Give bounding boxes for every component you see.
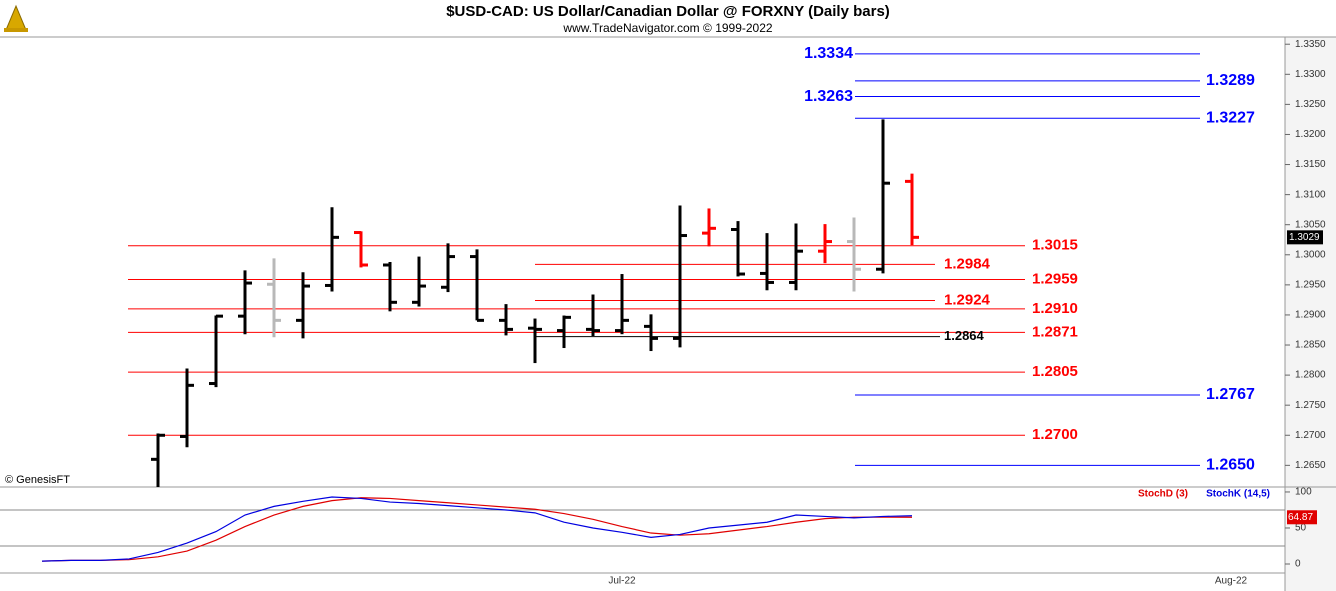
level-label: 1.2864 bbox=[944, 328, 985, 343]
last-value-label: 64.87 bbox=[1288, 512, 1313, 523]
watermark: © GenesisFT bbox=[5, 474, 70, 486]
level-label: 1.3334 bbox=[804, 45, 853, 62]
legend-entry: StochK (14,5) bbox=[1206, 489, 1270, 500]
y-tick-label: 1.3000 bbox=[1295, 249, 1326, 260]
y-tick-label: 1.3300 bbox=[1295, 69, 1326, 80]
y-tick-label: 1.3150 bbox=[1295, 159, 1326, 170]
y-tick-label: 1.3200 bbox=[1295, 129, 1326, 140]
level-label: 1.2700 bbox=[1032, 426, 1078, 443]
chart-subtitle: www.TradeNavigator.com © 1999-2022 bbox=[562, 21, 772, 35]
level-label: 1.3263 bbox=[804, 88, 853, 105]
level-label: 1.3015 bbox=[1032, 237, 1078, 254]
x-tick-label: Jul-22 bbox=[608, 576, 636, 587]
chart-title: $USD-CAD: US Dollar/Canadian Dollar @ FO… bbox=[446, 3, 890, 20]
legend-entry: StochD (3) bbox=[1138, 489, 1188, 500]
price-plot bbox=[128, 53, 1200, 487]
level-label: 1.2767 bbox=[1206, 386, 1255, 403]
y-tick-label: 0 bbox=[1295, 559, 1301, 570]
level-label: 1.3289 bbox=[1206, 72, 1255, 89]
last-price-box bbox=[1287, 230, 1323, 245]
y-tick-label: 50 bbox=[1295, 523, 1307, 534]
y-tick-label: 1.2900 bbox=[1295, 310, 1326, 321]
level-label: 1.3227 bbox=[1206, 109, 1255, 126]
y-tick-label: 1.3350 bbox=[1295, 39, 1326, 50]
stoch-line bbox=[41, 497, 913, 562]
y-tick-label: 1.3050 bbox=[1295, 219, 1326, 230]
y-tick-label: 1.2750 bbox=[1295, 400, 1326, 411]
stoch-plot bbox=[0, 496, 1285, 562]
y-tick-label: 1.2850 bbox=[1295, 340, 1326, 351]
axis-panel bbox=[1285, 37, 1336, 591]
y-tick-label: 1.3100 bbox=[1295, 189, 1326, 200]
level-label: 1.2871 bbox=[1032, 323, 1078, 340]
last-value-box bbox=[1287, 510, 1317, 525]
last-price-label: 1.3029 bbox=[1289, 232, 1320, 243]
y-tick-label: 100 bbox=[1295, 487, 1312, 498]
level-label: 1.2984 bbox=[944, 255, 991, 272]
stoch-line bbox=[41, 496, 913, 562]
y-tick-label: 1.2800 bbox=[1295, 370, 1326, 381]
y-tick-label: 1.2950 bbox=[1295, 280, 1326, 291]
logo bbox=[4, 4, 28, 32]
level-label: 1.2805 bbox=[1032, 363, 1078, 380]
level-label: 1.2959 bbox=[1032, 270, 1078, 287]
y-tick-label: 1.3250 bbox=[1295, 99, 1326, 110]
level-label: 1.2924 bbox=[944, 291, 991, 308]
level-label: 1.2910 bbox=[1032, 300, 1078, 317]
x-tick-label: Aug-22 bbox=[1215, 576, 1248, 587]
y-tick-label: 1.2700 bbox=[1295, 430, 1326, 441]
level-label: 1.2650 bbox=[1206, 457, 1255, 474]
y-tick-label: 1.2650 bbox=[1295, 460, 1326, 471]
